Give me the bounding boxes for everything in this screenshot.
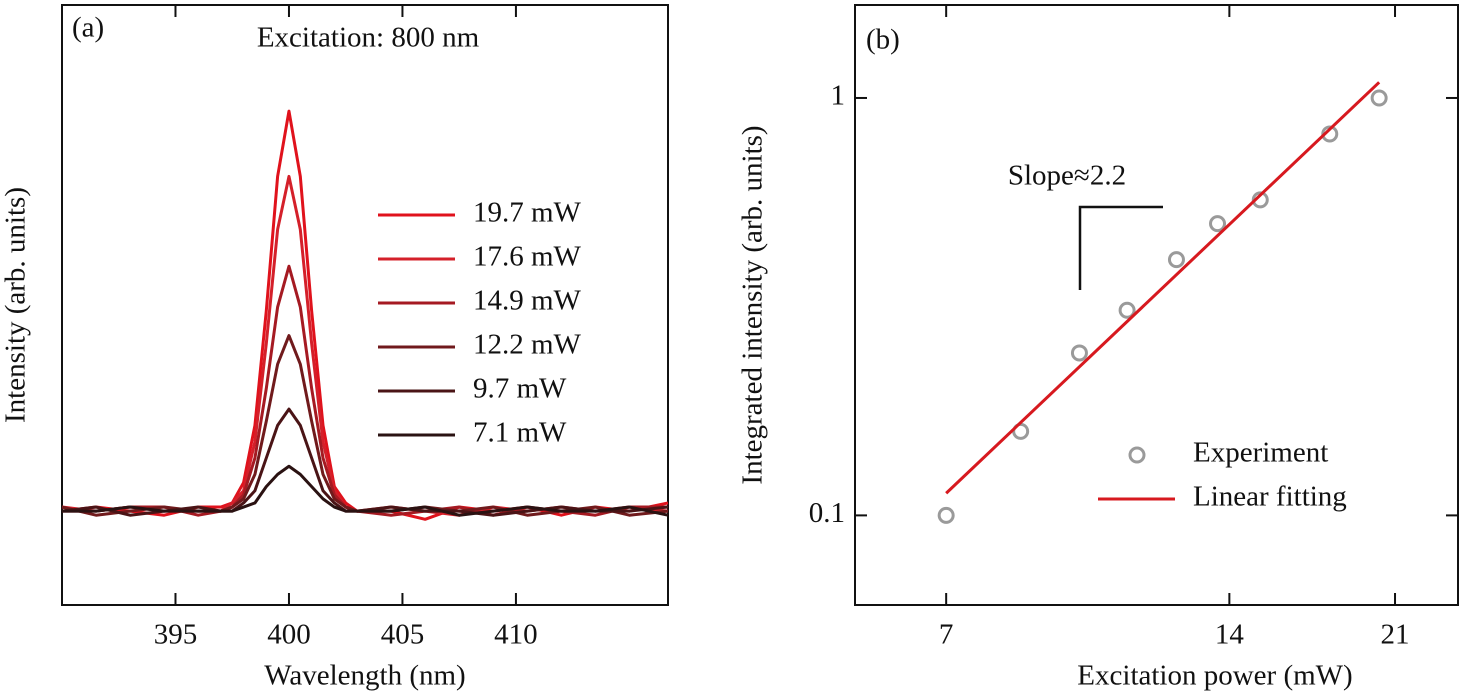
annotation: Excitation: 800 nm xyxy=(257,22,480,54)
x-axis-label: Excitation power (mW) xyxy=(1077,660,1352,692)
y-axis-label: Intensity (arb. units) xyxy=(0,187,32,423)
legend-label: 14.9 mW xyxy=(473,285,582,317)
axes-frame xyxy=(61,4,669,606)
line xyxy=(62,464,669,517)
y-axis-label: Integrated intensity (arb. units) xyxy=(737,125,769,484)
x-tick-label: 410 xyxy=(494,619,538,651)
legend-label: Linear fitting xyxy=(1193,481,1347,513)
x-tick-label: 395 xyxy=(154,619,198,651)
legend-label: 9.7 mW xyxy=(473,373,567,405)
point xyxy=(1167,251,1185,269)
panel-label: (a) xyxy=(72,12,104,44)
line xyxy=(61,407,669,517)
y-tick-label: 1 xyxy=(831,80,846,112)
legend-label: 17.6 mW xyxy=(473,241,582,273)
x-tick-label: 14 xyxy=(1215,619,1245,651)
legend-marker xyxy=(1128,446,1146,464)
point xyxy=(1118,301,1136,319)
legend-label: 19.7 mW xyxy=(473,197,582,229)
point xyxy=(1209,215,1227,233)
legend-label: 12.2 mW xyxy=(473,329,582,361)
point xyxy=(1070,344,1088,362)
x-axis-label: Wavelength (nm) xyxy=(264,660,465,692)
line xyxy=(945,81,1381,495)
annotation: Slope≈2.2 xyxy=(1008,160,1126,192)
y-tick-label: 0.1 xyxy=(809,497,845,529)
legend-label: Experiment xyxy=(1193,437,1328,469)
panel-label: (b) xyxy=(866,24,900,56)
point xyxy=(937,506,955,524)
point xyxy=(1370,89,1388,107)
x-tick-label: 7 xyxy=(939,619,954,651)
x-tick-label: 400 xyxy=(267,619,311,651)
legend-label: 7.1 mW xyxy=(473,417,567,449)
line xyxy=(61,334,669,517)
x-tick-label: 405 xyxy=(381,619,425,651)
slope-bracket xyxy=(1078,205,1163,290)
x-tick-label: 21 xyxy=(1381,619,1410,651)
axes-frame xyxy=(854,4,1459,606)
